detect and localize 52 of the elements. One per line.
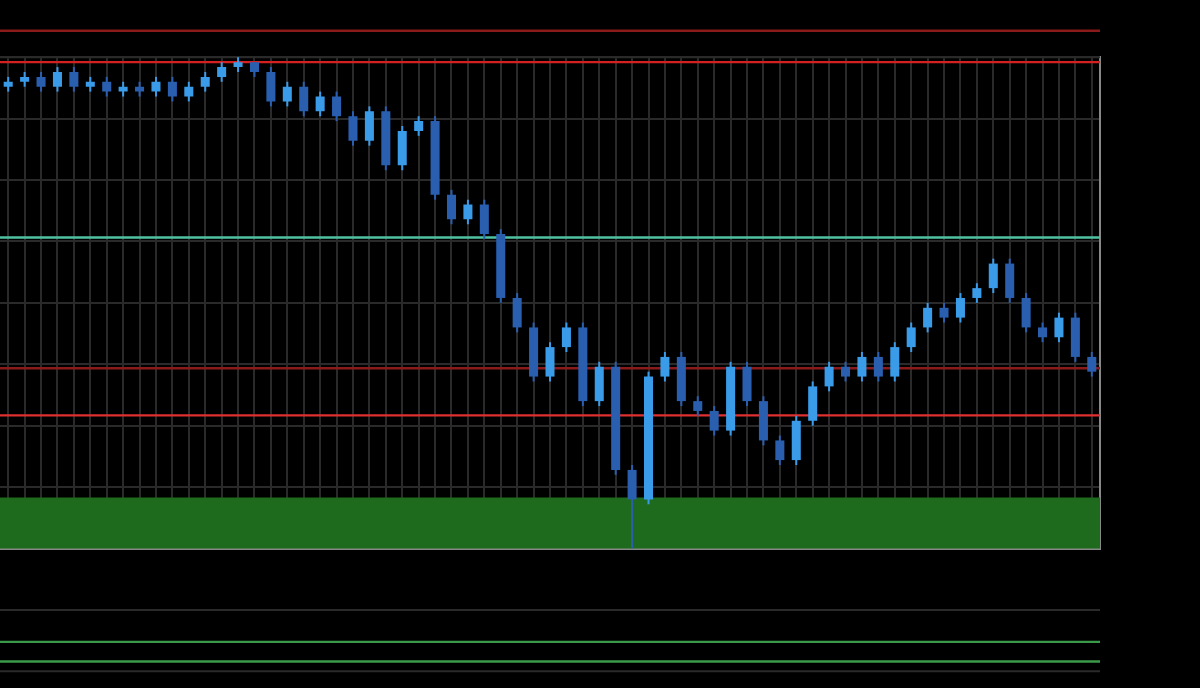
- candlestick: [414, 115, 424, 137]
- candlestick: [906, 321, 916, 354]
- candlestick: [167, 75, 177, 103]
- candlestick: [857, 351, 867, 383]
- candlestick: [545, 341, 555, 383]
- candlestick: [791, 414, 801, 466]
- candlestick: [217, 61, 227, 83]
- candlestick: [1005, 257, 1015, 304]
- candlestick: [1087, 351, 1097, 378]
- candlestick: [69, 66, 79, 93]
- candlestick: [315, 90, 325, 118]
- candlestick: [955, 292, 965, 324]
- candlestick: [709, 405, 719, 437]
- candlestick: [446, 188, 457, 226]
- candlestick: [873, 351, 883, 383]
- candlestick: [972, 282, 982, 304]
- candlestick: [627, 464, 637, 550]
- candlestick: [1054, 311, 1064, 344]
- candlestick: [1021, 292, 1031, 334]
- candlestick: [151, 75, 161, 98]
- candlestick: [1038, 321, 1048, 344]
- candlestick: [742, 360, 752, 408]
- candlestick: [758, 395, 768, 447]
- candlestick: [512, 292, 522, 334]
- candlestick: [397, 125, 407, 172]
- candlestick: [988, 257, 998, 295]
- candlestick: [36, 70, 46, 93]
- candlestick: [923, 301, 933, 334]
- candlestick: [348, 110, 358, 147]
- candlestick: [364, 105, 374, 147]
- candlestick: [52, 66, 62, 93]
- candlestick: [299, 80, 309, 118]
- candlestick: [102, 75, 112, 98]
- candlestick: [660, 351, 670, 383]
- candlestick: [594, 360, 604, 408]
- candlestick: [282, 80, 292, 108]
- candlestick: [1070, 311, 1080, 363]
- candlestick: [266, 66, 276, 108]
- candlestick: [463, 198, 473, 226]
- candlestick: [808, 380, 818, 427]
- candlestick: [775, 434, 785, 466]
- candlestick: [939, 301, 949, 324]
- candlestick: [332, 90, 342, 123]
- candlestick: [676, 351, 686, 408]
- candlestick: [479, 198, 489, 241]
- candlestick: [200, 70, 210, 93]
- candlestick: [890, 341, 900, 383]
- candlestick: [184, 80, 194, 103]
- candlestick: [561, 321, 571, 354]
- candlestick: [841, 360, 851, 383]
- candlestick: [824, 360, 834, 393]
- candlestick: [693, 395, 703, 417]
